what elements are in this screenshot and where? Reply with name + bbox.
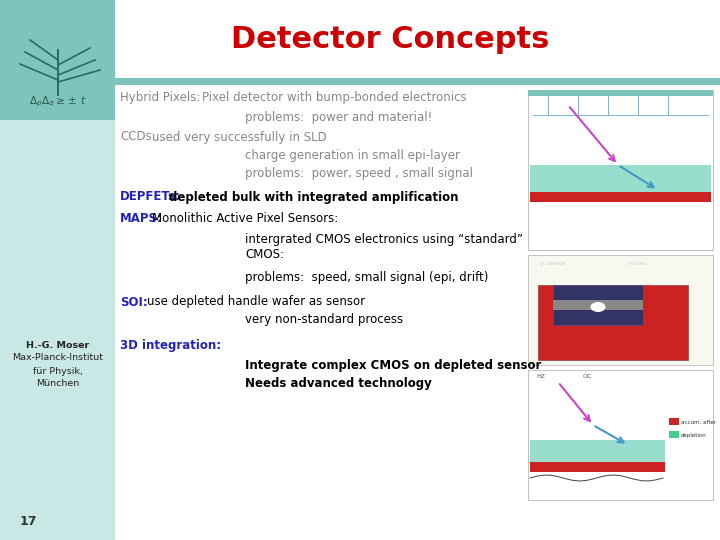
Text: für Physik,: für Physik, — [33, 367, 83, 375]
Text: Monolithic Active Pixel Sensors:: Monolithic Active Pixel Sensors: — [153, 213, 338, 226]
Bar — [669, 431, 679, 438]
Bar — [530, 165, 711, 195]
Text: München: München — [37, 380, 80, 388]
Text: CMOS:: CMOS: — [245, 248, 284, 261]
Text: $\Delta_p\Delta_q \geq \pm\, t$: $\Delta_p\Delta_q \geq \pm\, t$ — [29, 95, 87, 109]
Text: n-chan.: n-chan. — [628, 261, 649, 266]
Bar — [528, 90, 713, 96]
Text: Pixel detector with bump-bonded electronics: Pixel detector with bump-bonded electron… — [202, 91, 467, 104]
Bar — [0, 120, 115, 540]
Text: CCDs:: CCDs: — [120, 131, 156, 144]
Text: depleted bulk with integrated amplification: depleted bulk with integrated amplificat… — [169, 191, 459, 204]
Text: charge generation in small epi-layer: charge generation in small epi-layer — [245, 148, 460, 161]
Bar — [538, 285, 688, 360]
Text: used very successfully in SLD: used very successfully in SLD — [153, 131, 328, 144]
Text: very non-standard process: very non-standard process — [245, 314, 403, 327]
Text: accum. after: accum. after — [681, 420, 716, 424]
Bar — [530, 192, 711, 202]
Bar — [530, 440, 665, 465]
Text: p. source: p. source — [540, 261, 565, 266]
Bar — [0, 0, 115, 540]
Bar — [553, 285, 643, 325]
Text: problems:  power and material!: problems: power and material! — [245, 111, 432, 124]
Text: 17: 17 — [20, 515, 37, 528]
Text: MAPS:: MAPS: — [120, 213, 163, 226]
Bar — [553, 300, 643, 310]
Bar — [530, 462, 665, 472]
Text: problems:  speed, small signal (epi, drift): problems: speed, small signal (epi, drif… — [245, 271, 488, 284]
Text: H.-G. Moser: H.-G. Moser — [27, 341, 89, 349]
Text: SOI:: SOI: — [120, 295, 148, 308]
Text: OC: OC — [583, 374, 593, 379]
Text: HZ: HZ — [536, 374, 545, 379]
Text: 3D integration:: 3D integration: — [120, 339, 221, 352]
Text: use depleted handle wafer as sensor: use depleted handle wafer as sensor — [147, 295, 365, 308]
Text: Hybrid Pixels:: Hybrid Pixels: — [120, 91, 200, 104]
Text: depletion: depletion — [681, 433, 707, 437]
Text: Max-Planck-Institut: Max-Planck-Institut — [12, 354, 104, 362]
Text: intergrated CMOS electronics using “standard”: intergrated CMOS electronics using “stan… — [245, 233, 523, 246]
Bar — [115, 78, 720, 85]
Bar — [528, 255, 713, 365]
Text: Needs advanced technology: Needs advanced technology — [245, 376, 432, 389]
Text: Detector Concepts: Detector Concepts — [231, 25, 549, 55]
Text: problems:  power, speed , small signal: problems: power, speed , small signal — [245, 166, 473, 179]
Text: Integrate complex CMOS on depleted sensor: Integrate complex CMOS on depleted senso… — [245, 359, 541, 372]
Text: DEPFETs:: DEPFETs: — [120, 191, 181, 204]
Bar — [528, 370, 713, 500]
Ellipse shape — [590, 302, 606, 312]
Bar — [528, 90, 713, 250]
Bar — [669, 418, 679, 425]
